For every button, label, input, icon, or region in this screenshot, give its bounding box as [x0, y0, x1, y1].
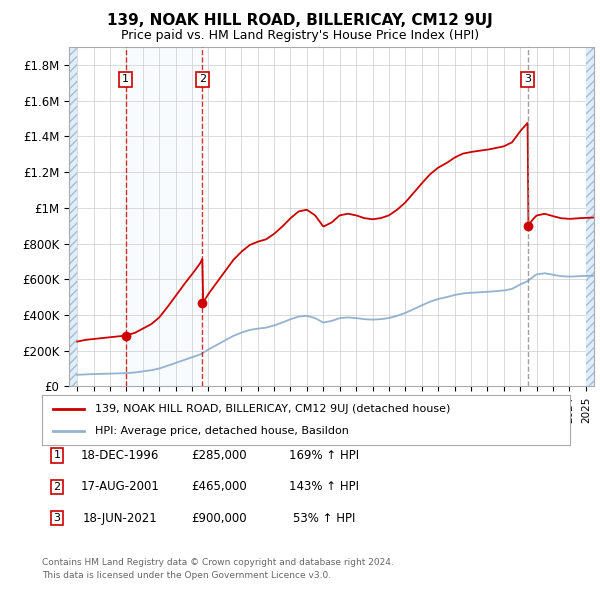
- Text: 139, NOAK HILL ROAD, BILLERICAY, CM12 9UJ (detached house): 139, NOAK HILL ROAD, BILLERICAY, CM12 9U…: [95, 404, 450, 414]
- Text: Contains HM Land Registry data © Crown copyright and database right 2024.: Contains HM Land Registry data © Crown c…: [42, 558, 394, 566]
- Text: 1: 1: [53, 451, 61, 460]
- Text: 2: 2: [199, 74, 206, 84]
- Text: 18-DEC-1996: 18-DEC-1996: [81, 449, 159, 462]
- Text: £465,000: £465,000: [191, 480, 247, 493]
- Bar: [69, 47, 77, 386]
- Text: 2: 2: [53, 482, 61, 491]
- Text: This data is licensed under the Open Government Licence v3.0.: This data is licensed under the Open Gov…: [42, 571, 331, 579]
- Bar: [126, 47, 202, 386]
- Text: 3: 3: [524, 74, 531, 84]
- Bar: [586, 47, 596, 386]
- Text: 3: 3: [53, 513, 61, 523]
- Text: 169% ↑ HPI: 169% ↑ HPI: [289, 449, 359, 462]
- Text: £285,000: £285,000: [191, 449, 247, 462]
- Text: 53% ↑ HPI: 53% ↑ HPI: [293, 512, 355, 525]
- Text: 18-JUN-2021: 18-JUN-2021: [83, 512, 157, 525]
- Text: 1: 1: [122, 74, 129, 84]
- Text: 17-AUG-2001: 17-AUG-2001: [80, 480, 160, 493]
- Text: HPI: Average price, detached house, Basildon: HPI: Average price, detached house, Basi…: [95, 427, 349, 437]
- Text: 139, NOAK HILL ROAD, BILLERICAY, CM12 9UJ: 139, NOAK HILL ROAD, BILLERICAY, CM12 9U…: [107, 13, 493, 28]
- Text: 143% ↑ HPI: 143% ↑ HPI: [289, 480, 359, 493]
- Text: Price paid vs. HM Land Registry's House Price Index (HPI): Price paid vs. HM Land Registry's House …: [121, 29, 479, 42]
- Text: £900,000: £900,000: [191, 512, 247, 525]
